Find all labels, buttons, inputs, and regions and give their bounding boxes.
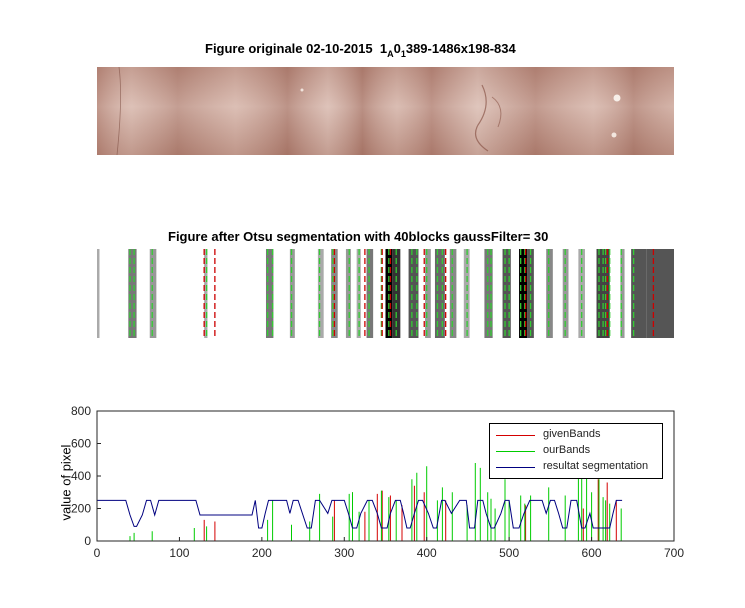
segment-region <box>562 249 569 338</box>
figure1-title-tail: 389-1486x198-834 <box>405 41 516 56</box>
y-tick-label: 800 <box>71 404 91 418</box>
segment-region <box>204 249 208 338</box>
legend: givenBands ourBands resultat segmentatio… <box>489 423 663 479</box>
segment-region <box>502 249 511 338</box>
series-resultat-segmentation <box>97 499 623 529</box>
segment-region <box>596 249 610 338</box>
segment-region <box>149 249 157 338</box>
segment-region <box>578 249 585 338</box>
segment-region <box>425 249 431 338</box>
segment-region <box>366 249 374 338</box>
legend-item-ourbands: ourBands <box>490 444 662 460</box>
legend-item-resultat-segmentation: resultat segmentation <box>490 460 662 476</box>
segment-region <box>289 249 295 338</box>
segment-region <box>484 249 493 338</box>
figure1-title-part: 0 <box>393 41 401 56</box>
segment-region <box>631 249 647 338</box>
segment-region <box>331 249 338 338</box>
figure1-title: Figure originale 02-10-2015 1A01389-1486… <box>205 41 516 59</box>
figure1-title-part: 1 <box>379 41 388 56</box>
y-tick-label: 0 <box>84 534 91 548</box>
original-image <box>97 67 674 155</box>
segment-region <box>128 249 137 338</box>
segment-region <box>620 249 625 338</box>
segmentation-image <box>97 249 674 338</box>
segment-region <box>356 249 361 338</box>
x-tick-label: 100 <box>169 546 189 560</box>
x-tick-label: 700 <box>664 546 684 560</box>
legend-label: resultat segmentation <box>543 460 649 472</box>
figure1-title-subscript: 1 <box>400 49 406 59</box>
figure1-title-main: Figure originale 02-10-2015 <box>205 41 373 56</box>
legend-swatch <box>496 451 535 452</box>
segment-region <box>408 249 419 338</box>
y-axis-label: value of pixel <box>58 444 74 521</box>
legend-item-givenbands: givenBands <box>490 428 662 444</box>
segment-region <box>449 249 457 338</box>
y-tick-label: 400 <box>71 469 91 483</box>
figure2-title: Figure after Otsu segmentation with 40bl… <box>168 229 549 244</box>
segment-region <box>385 249 393 338</box>
segment-region <box>646 249 674 338</box>
segment-region <box>519 249 528 338</box>
y-tick-label: 600 <box>71 437 91 451</box>
x-tick-label: 400 <box>417 546 437 560</box>
bands-plot: 0 100 200 300 400 500 600 700 0 200 400 600 800 <box>71 404 684 560</box>
legend-label: givenBands <box>543 428 601 440</box>
x-tick-label: 200 <box>252 546 272 560</box>
segment-region <box>345 249 351 338</box>
figure1-title-subscript: A <box>387 49 394 59</box>
legend-label: ourBands <box>543 444 591 456</box>
legend-swatch <box>496 435 535 436</box>
x-tick-label: 300 <box>334 546 354 560</box>
segment-region <box>392 249 401 338</box>
segment-region <box>527 249 534 338</box>
segment-region <box>463 249 470 338</box>
segment-region <box>546 249 553 338</box>
x-tick-label: 500 <box>499 546 519 560</box>
x-tick-label: 0 <box>94 546 101 560</box>
segment-region <box>317 249 324 338</box>
segment-region <box>434 249 445 338</box>
segment-region <box>265 249 274 338</box>
legend-swatch <box>496 467 535 468</box>
y-tick-label: 200 <box>71 502 91 516</box>
series-ourbands <box>129 443 622 541</box>
x-tick-label: 600 <box>582 546 602 560</box>
segment-region <box>97 249 100 338</box>
